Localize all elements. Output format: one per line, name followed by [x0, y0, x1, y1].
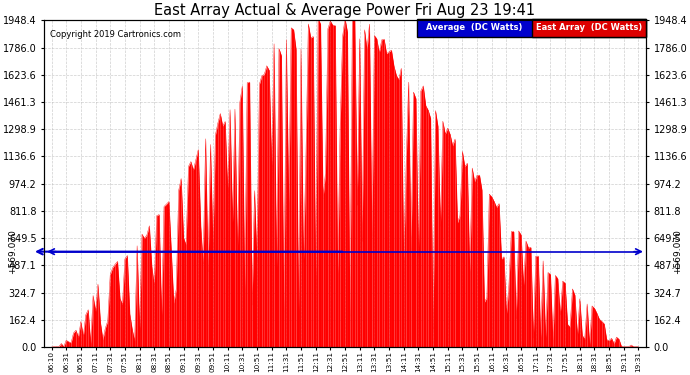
Text: +569.070: +569.070	[673, 229, 682, 274]
Text: +569.070: +569.070	[8, 229, 17, 274]
Text: Copyright 2019 Cartronics.com: Copyright 2019 Cartronics.com	[50, 30, 181, 39]
Title: East Array Actual & Average Power Fri Aug 23 19:41: East Array Actual & Average Power Fri Au…	[155, 3, 535, 18]
